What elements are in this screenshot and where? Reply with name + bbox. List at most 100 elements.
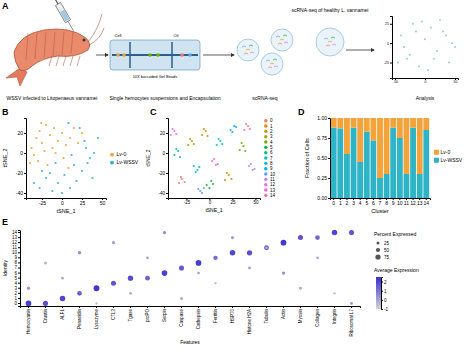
transcript <box>266 60 270 61</box>
syringe-plunger <box>55 0 58 4</box>
y-axis-tick-label: -25 <box>384 61 389 65</box>
x-axis-tick: -50 <box>393 78 398 84</box>
x-axis-tick: Myosin <box>298 306 303 323</box>
y-axis-tick-label: 0 <box>20 150 23 156</box>
point <box>57 140 59 142</box>
x-axis-tick: 50 <box>253 198 259 205</box>
y-axis-tick-mark <box>18 252 20 253</box>
x-axis-tick: -25 <box>184 198 191 205</box>
transcript <box>276 36 280 37</box>
transcript <box>246 49 250 50</box>
bar-chart: 012345678910111213140.000.250.500.751.00… <box>304 115 463 214</box>
point <box>39 130 41 132</box>
shrimp-segment <box>62 32 64 55</box>
size-key-label: 50 <box>384 248 390 253</box>
x-axis-tick-label: 3 <box>352 200 355 206</box>
point <box>87 162 89 164</box>
points <box>170 123 256 194</box>
x-axis-tick: 9 <box>392 198 395 206</box>
point <box>409 54 411 56</box>
y-axis-tick-mark <box>18 283 20 284</box>
diagram-label: Cell <box>115 33 122 38</box>
y-axis-tick: 0.75 <box>317 135 330 141</box>
x-axis-tick: 0 <box>332 198 335 206</box>
x-axis-tick-mark <box>147 306 148 308</box>
point <box>199 190 201 192</box>
y-axis: -25025 <box>384 17 393 79</box>
y-axis-tick: -20 <box>158 171 168 176</box>
shrimp-body <box>14 29 90 71</box>
x-axis-tick-mark <box>79 306 80 308</box>
syringe-needle <box>68 21 74 31</box>
y-axis-tick-mark <box>166 193 168 194</box>
dot <box>350 302 353 305</box>
dot <box>162 270 168 276</box>
arrow <box>203 55 234 56</box>
color-axis-tick-mark <box>381 300 383 301</box>
point <box>33 154 35 156</box>
x-axis-tick-label: 11 <box>404 200 409 206</box>
x-axis-tick-label: Actin <box>281 309 286 320</box>
dot <box>112 241 115 244</box>
x-axis-tick-mark <box>45 306 46 308</box>
y-axis-tick: 12 <box>12 240 20 245</box>
drop <box>261 53 283 75</box>
color-axis: -1012 <box>381 278 388 312</box>
y-axis-tick-label: 20 <box>160 131 166 136</box>
diagram-label: Single hemocytes suspensions and Encapsu… <box>109 95 220 101</box>
y-axis-title: Fraction of Cells <box>304 138 310 178</box>
y-axis-tick-label: 0 <box>162 151 165 156</box>
x-axis-tick: 10 <box>397 198 403 206</box>
point <box>219 140 221 142</box>
bar <box>351 128 357 198</box>
bar <box>344 154 350 198</box>
dot <box>43 301 48 306</box>
y-axis-tick-mark <box>328 138 330 139</box>
legend-swatch <box>110 161 114 165</box>
point <box>253 168 255 170</box>
diagram-label: Analysis <box>416 95 435 101</box>
dot <box>265 246 268 249</box>
y-axis: -40-20020 <box>16 119 27 199</box>
point <box>224 179 226 181</box>
point <box>172 128 174 130</box>
point <box>203 187 205 189</box>
point <box>63 174 65 176</box>
point <box>173 154 175 156</box>
legend-swatch <box>264 178 267 181</box>
y-axis-tick: 3 <box>14 286 20 291</box>
point <box>412 23 414 25</box>
legend-label: Lv-WSSV <box>441 157 463 163</box>
diagram-label: WSSV infected to Litopenaeus vannamei <box>7 95 98 101</box>
x-axis-tick-label: 25 <box>80 200 86 206</box>
x-axis-tick-label: 2 <box>346 200 349 206</box>
legend-label: Lv-0 <box>441 149 451 155</box>
diagram-label: 10X barcoded Gel Beads <box>133 74 178 79</box>
point <box>196 169 198 171</box>
bar <box>344 118 350 154</box>
y-axis: 01234567891011121314 <box>12 230 21 307</box>
x-axis-tick: 5 <box>365 198 368 206</box>
x-axis-tick-label: Collagen <box>315 309 320 327</box>
point <box>406 58 408 60</box>
x-axis-tick: 0 <box>61 198 64 206</box>
bar <box>410 128 416 198</box>
y-axis-tick-label: 0.00 <box>317 195 327 201</box>
y-axis-tick: 0 <box>20 150 26 156</box>
transcript <box>250 52 254 53</box>
dot <box>299 287 302 290</box>
x-axis-tick: Caspase <box>179 306 184 327</box>
y-axis-tick-mark <box>390 43 392 44</box>
point <box>40 122 42 124</box>
x-axis-title: Cluster <box>371 208 389 214</box>
droplet <box>188 53 192 57</box>
legend-label: 7 <box>270 156 273 161</box>
point <box>45 177 47 179</box>
bar <box>423 118 429 130</box>
x-axis-tick-label: Serpin <box>162 309 167 323</box>
y-axis-tick-label: -40 <box>16 190 23 196</box>
y-axis-tick-label: 0 <box>387 42 389 46</box>
point <box>75 180 77 182</box>
y-axis-tick: 1 <box>14 296 20 301</box>
point <box>53 127 55 129</box>
